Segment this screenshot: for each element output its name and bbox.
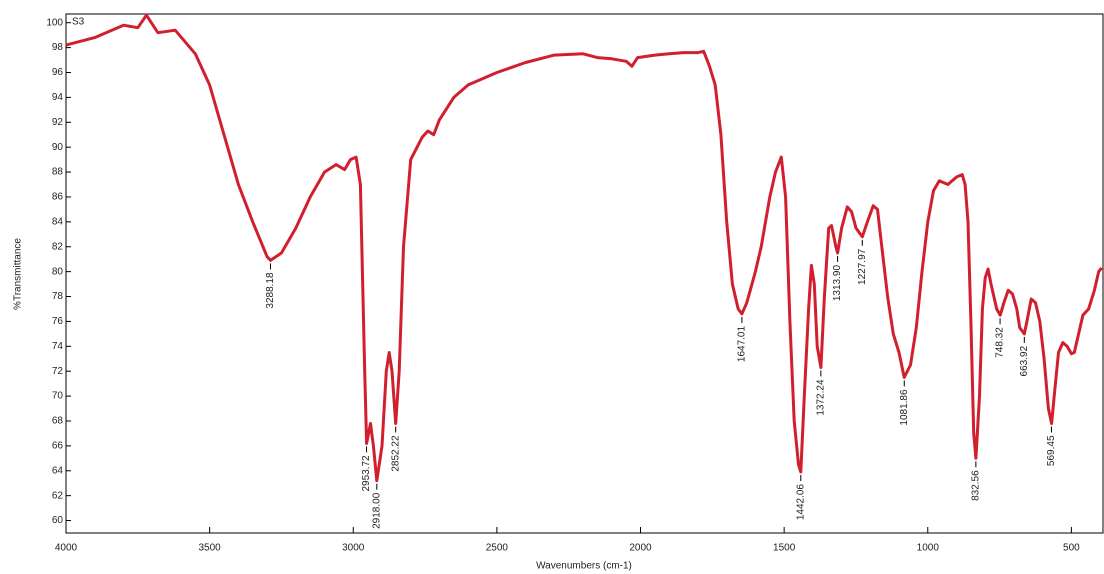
y-tick-label: 96 [52, 67, 64, 78]
y-tick-label: 70 [52, 391, 64, 402]
y-tick-label: 98 [52, 42, 64, 53]
y-tick-label: 60 [52, 515, 64, 526]
peak-label: 1227.97 [857, 248, 868, 285]
peak-label: 2852.22 [390, 435, 401, 472]
y-tick-label: 88 [52, 167, 64, 178]
y-tick-label: 86 [52, 192, 64, 203]
x-tick-label: 500 [1063, 543, 1080, 554]
x-axis-title: Wavenumbers (cm-1) [536, 561, 632, 572]
x-tick-label: 1500 [773, 543, 796, 554]
y-tick-label: 72 [52, 366, 64, 377]
x-tick-label: 3500 [199, 543, 222, 554]
peak-label: 3288.18 [265, 272, 276, 309]
sample-label: S3 [72, 17, 85, 28]
x-tick-label: 3000 [342, 543, 365, 554]
y-tick-label: 76 [52, 316, 64, 327]
y-tick-label: 62 [52, 490, 64, 501]
x-tick-label: 2000 [629, 543, 652, 554]
x-tick-label: 2500 [486, 543, 509, 554]
y-tick-label: 80 [52, 266, 64, 277]
peak-label: 1372.24 [815, 379, 826, 416]
y-axis-title: %Transmittance [13, 238, 24, 310]
y-tick-label: 82 [52, 241, 64, 252]
y-tick-label: 74 [52, 341, 64, 352]
y-tick-label: 94 [52, 92, 64, 103]
peak-label: 569.45 [1046, 435, 1057, 466]
peak-label: 832.56 [971, 470, 982, 501]
y-tick-label: 92 [52, 117, 64, 128]
plot-frame [65, 13, 1104, 534]
spectrum-line [65, 13, 1103, 483]
x-tick-label: 4000 [55, 543, 78, 554]
x-tick-label: 1000 [917, 543, 940, 554]
peak-label: 663.92 [1019, 345, 1030, 376]
y-tick-label: 90 [52, 142, 64, 153]
peak-label: 2918.00 [371, 492, 382, 529]
y-tick-label: 78 [52, 291, 64, 302]
y-tick-label: 68 [52, 416, 64, 427]
peak-label: 1081.86 [899, 389, 910, 426]
peak-label: 1442.06 [795, 484, 806, 521]
y-tick-label: 100 [46, 17, 63, 28]
peak-label: 748.32 [995, 327, 1006, 358]
y-tick-label: 64 [52, 465, 64, 476]
peak-label: 1647.01 [737, 326, 748, 363]
y-tick-label: 66 [52, 441, 64, 452]
y-tick-label: 84 [52, 216, 64, 227]
peak-label: 2953.72 [361, 455, 372, 492]
peak-label: 1313.90 [832, 265, 843, 302]
